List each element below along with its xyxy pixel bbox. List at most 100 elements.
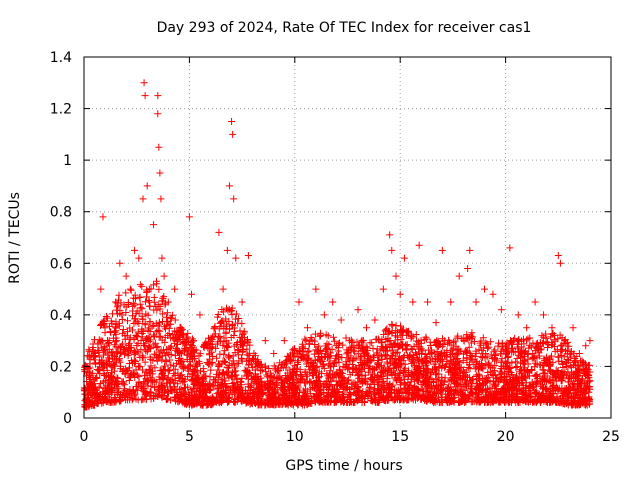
- data-point-peak: [97, 285, 105, 293]
- data-point-peak: [139, 195, 147, 203]
- data-point: [130, 319, 138, 327]
- data-point: [422, 387, 430, 395]
- data-point: [507, 344, 515, 352]
- data-point-peak: [232, 254, 240, 262]
- data-point: [146, 302, 154, 310]
- data-point: [384, 384, 392, 392]
- data-point: [482, 340, 490, 348]
- data-point: [121, 393, 129, 401]
- data-point: [223, 394, 231, 402]
- data-point: [418, 349, 426, 357]
- data-point: [243, 335, 251, 343]
- data-point-peak: [400, 254, 408, 262]
- data-point: [283, 375, 291, 383]
- data-point: [184, 383, 192, 391]
- data-point: [162, 358, 170, 366]
- data-point: [277, 376, 285, 384]
- data-point: [166, 356, 174, 364]
- data-point-peak: [171, 285, 179, 293]
- data-point: [369, 377, 377, 385]
- data-point: [143, 293, 151, 301]
- data-point-peak: [438, 246, 446, 254]
- data-point: [257, 367, 265, 375]
- data-point-peak: [223, 246, 231, 254]
- y-tick-label: 0.8: [50, 205, 72, 221]
- data-point: [156, 376, 164, 384]
- data-point-peak: [548, 324, 556, 332]
- x-axis-label: GPS time / hours: [285, 458, 402, 474]
- data-point: [230, 332, 238, 340]
- data-point: [535, 352, 543, 360]
- data-point-peak: [270, 350, 278, 358]
- data-point: [158, 371, 166, 379]
- data-point: [357, 353, 365, 361]
- data-point-peak: [211, 324, 219, 332]
- data-point: [479, 381, 487, 389]
- data-point: [565, 357, 573, 365]
- data-point: [331, 371, 339, 379]
- data-point: [94, 366, 102, 374]
- x-tick-label: 10: [286, 429, 304, 445]
- data-point-peak: [320, 311, 328, 319]
- data-point: [248, 364, 256, 372]
- data-point-peak: [154, 110, 162, 118]
- data-point: [483, 377, 491, 385]
- data-point: [438, 335, 446, 343]
- data-point: [368, 395, 376, 403]
- data-point: [187, 376, 195, 384]
- data-point: [109, 310, 117, 318]
- y-tick-label: 0.6: [50, 256, 72, 272]
- data-point: [167, 344, 175, 352]
- data-point: [505, 364, 513, 372]
- data-point: [528, 354, 536, 362]
- data-point: [112, 306, 120, 314]
- data-point: [171, 346, 179, 354]
- data-point: [282, 374, 290, 382]
- data-point-peak: [409, 298, 417, 306]
- data-point: [558, 358, 566, 366]
- data-point: [324, 372, 332, 380]
- data-point: [150, 306, 158, 314]
- data-point: [171, 327, 179, 335]
- data-point: [253, 386, 261, 394]
- data-point-peak: [481, 285, 489, 293]
- data-point: [103, 366, 111, 374]
- data-point: [135, 309, 143, 317]
- data-point: [137, 304, 145, 312]
- data-point: [210, 382, 218, 390]
- data-point: [302, 336, 310, 344]
- data-point-peak: [158, 254, 166, 262]
- data-point: [508, 359, 516, 367]
- data-point: [563, 371, 571, 379]
- data-point: [374, 372, 382, 380]
- data-point: [208, 333, 216, 341]
- data-point: [531, 359, 539, 367]
- data-point: [294, 352, 302, 360]
- data-point: [124, 317, 132, 325]
- data-point: [228, 304, 236, 312]
- data-point: [306, 362, 314, 370]
- data-point: [136, 293, 144, 301]
- data-point-peak: [540, 311, 548, 319]
- data-point: [108, 363, 116, 371]
- data-point: [558, 346, 566, 354]
- data-point: [564, 393, 572, 401]
- data-point: [180, 384, 188, 392]
- data-point-peak: [295, 298, 303, 306]
- data-point-peak: [225, 182, 233, 190]
- data-point: [497, 358, 505, 366]
- data-point: [190, 381, 198, 389]
- data-point-peak: [432, 319, 440, 327]
- data-point: [311, 330, 319, 338]
- data-point: [236, 327, 244, 335]
- data-point-peak: [122, 272, 130, 280]
- data-point: [515, 351, 523, 359]
- data-point-peak: [196, 311, 204, 319]
- data-point: [582, 389, 590, 397]
- data-point: [424, 374, 432, 382]
- data-point: [104, 381, 112, 389]
- data-point: [498, 355, 506, 363]
- data-point: [584, 372, 592, 380]
- data-point: [231, 398, 239, 406]
- data-point-peak: [569, 324, 577, 332]
